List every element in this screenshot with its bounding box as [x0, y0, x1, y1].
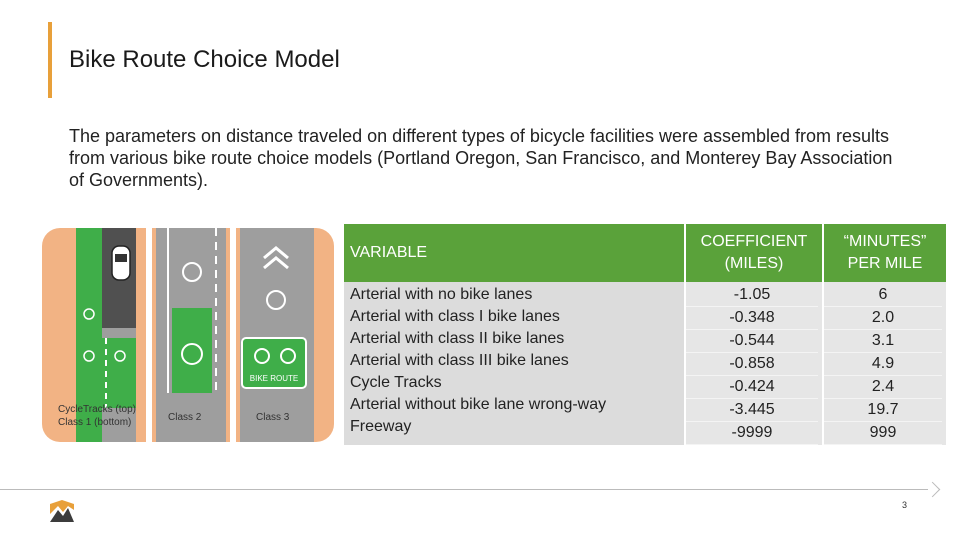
header-minutes-line1: “MINUTES” [843, 233, 927, 250]
caption-class3: Class 3 [256, 412, 290, 423]
coefficient-cell: -1.05 [686, 284, 818, 307]
minutes-cell: 2.0 [824, 307, 942, 330]
coefficient-column: -1.05 -0.348 -0.544 -0.858 -0.424 -3.445… [686, 282, 824, 445]
panel-divider [230, 228, 236, 442]
header-minutes: “MINUTES” PER MILE [824, 224, 946, 282]
bike-icon [83, 350, 95, 362]
bike-icon [83, 308, 95, 320]
panel-divider [146, 228, 152, 442]
minutes-cell: 3.1 [824, 330, 942, 353]
variable-cell: Cycle Tracks [350, 374, 442, 391]
bike-icon [266, 290, 286, 310]
caption-cycletracks: CycleTracks (top) [58, 404, 136, 415]
coefficient-cell: -0.858 [686, 353, 818, 376]
minutes-cell: 2.4 [824, 376, 942, 399]
header-coefficient-line1: COEFFICIENT [700, 233, 808, 250]
table-body-row: Arterial with no bike lanes Arterial wit… [344, 282, 946, 445]
bike-icon [181, 343, 203, 365]
bike-lanes-drawing: BIKE ROUTE [76, 228, 314, 442]
header-coefficient-line2: (MILES) [724, 255, 784, 272]
minutes-cell: 19.7 [824, 399, 942, 422]
minutes-column: 6 2.0 3.1 4.9 2.4 19.7 999 [824, 282, 946, 445]
variable-cell: Arterial with class I bike lanes [350, 308, 560, 325]
caption-class1: Class 1 (bottom) [58, 417, 132, 428]
sharrow-chevron [263, 246, 289, 270]
variable-column: Arterial with no bike lanes Arterial wit… [344, 282, 686, 445]
footer-divider [0, 489, 928, 490]
mountain-logo-icon [48, 498, 76, 526]
bike-facilities-illustration: BIKE ROUTE CycleTracks (top) Class 1 (bo… [42, 228, 334, 442]
bike-icon [182, 262, 202, 282]
coefficient-cell: -0.348 [686, 307, 818, 330]
variable-cell: Freeway [350, 418, 412, 435]
bike-icon [114, 350, 126, 362]
coefficient-cell: -3.445 [686, 399, 818, 422]
sign-text: BIKE ROUTE [250, 374, 298, 383]
table-header-row: VARIABLE COEFFICIENT (MILES) “MINUTES” P… [344, 224, 946, 282]
header-minutes-line2: PER MILE [847, 255, 923, 272]
header-coefficient: COEFFICIENT (MILES) [686, 224, 824, 282]
coefficient-cell: -0.544 [686, 330, 818, 353]
caption-class2: Class 2 [168, 412, 202, 423]
car-icon [111, 245, 131, 281]
road-surface-3 [240, 228, 314, 442]
variable-cell: Arterial with class III bike lanes [350, 352, 569, 369]
variable-cell: Arterial with no bike lanes [350, 286, 533, 303]
variable-cell: Arterial without bike lane wrong-way [350, 396, 607, 413]
minutes-cell: 4.9 [824, 353, 942, 376]
minutes-cell: 999 [824, 422, 942, 445]
coefficient-cell: -0.424 [686, 376, 818, 399]
coefficient-cell: -9999 [686, 422, 818, 445]
title-accent-bar [48, 22, 52, 98]
slide-description: The parameters on distance traveled on d… [69, 126, 893, 190]
minutes-cell: 6 [824, 284, 942, 307]
page-number: 3 [902, 500, 908, 510]
header-variable: VARIABLE [344, 224, 686, 282]
variable-cell: Arterial with class II bike lanes [350, 330, 565, 347]
slide-title: Bike Route Choice Model [69, 46, 340, 73]
parameters-table: VARIABLE COEFFICIENT (MILES) “MINUTES” P… [344, 224, 946, 445]
